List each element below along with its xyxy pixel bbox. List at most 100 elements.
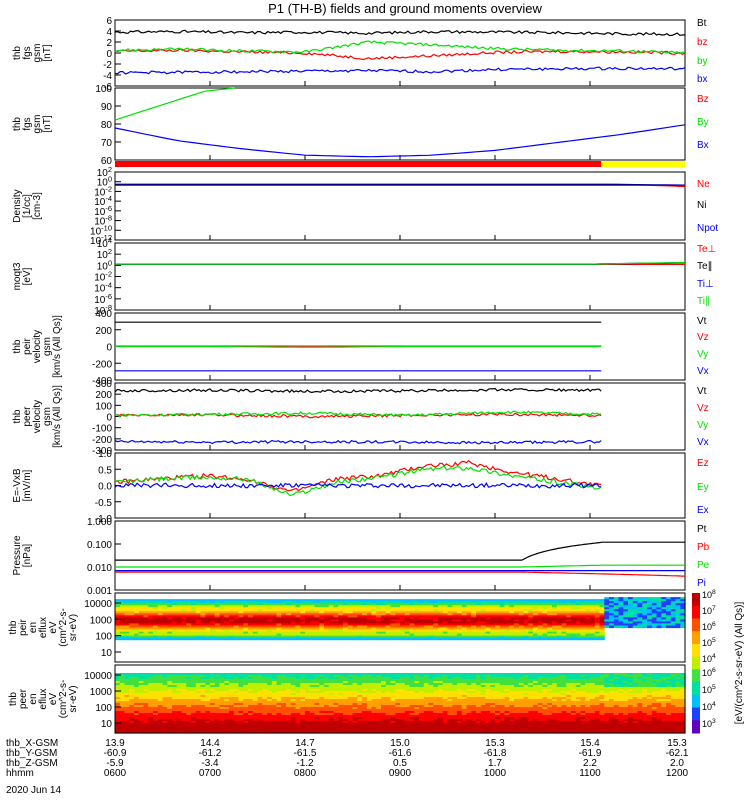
spectrogram-cell: [214, 675, 221, 678]
spectrogram-cell: [390, 677, 396, 680]
spectrogram-cell: [143, 705, 149, 708]
spectrogram-cell: [286, 715, 292, 718]
spectrogram-cell: [618, 611, 624, 614]
spectrogram-cell: [328, 731, 335, 734]
spectrogram-cell: [495, 631, 501, 635]
spectrogram-cell: [172, 691, 178, 694]
spectrogram-cell: [162, 715, 168, 718]
spectrogram-cell: [305, 685, 311, 688]
spectrogram-cell: [281, 607, 287, 610]
spectrogram-cell: [238, 709, 244, 712]
spectrogram-cell: [286, 701, 292, 704]
spectrogram-cell: [276, 693, 282, 696]
spectrogram-cell: [162, 727, 168, 730]
spectrogram-cell: [338, 727, 344, 730]
spectrogram-cell: [675, 611, 681, 614]
spectrogram-cell: [219, 681, 225, 684]
spectrogram-cell: [295, 717, 301, 720]
spectrogram-cell: [271, 689, 278, 692]
spectrogram-cell: [452, 613, 458, 616]
spectrogram-cell: [300, 635, 306, 639]
spectrogram-cell: [153, 691, 159, 694]
spectrogram-cell: [124, 699, 130, 702]
spectrogram-cell: [357, 727, 363, 730]
spectrogram-cell: [181, 715, 187, 718]
spectrogram-cell: [338, 681, 344, 684]
spectrogram-cell: [276, 615, 282, 618]
spectrogram-cell: [542, 623, 548, 626]
spectrogram-cell: [362, 681, 368, 684]
spectrogram-cell: [371, 609, 377, 612]
spectrogram-cell: [609, 615, 615, 618]
spectrogram-cell: [414, 599, 420, 602]
spectrogram-cell: [371, 709, 377, 712]
spectrogram-cell: [628, 599, 634, 602]
spectrogram-cell: [172, 637, 178, 641]
spectrogram-cell: [442, 677, 449, 680]
spectrogram-cell: [153, 707, 159, 710]
spectrogram-cell: [243, 689, 249, 692]
spectrogram-cell: [267, 613, 273, 616]
spectrogram-cell: [390, 697, 396, 700]
spectrogram-cell: [490, 625, 496, 629]
spectrogram-cell: [604, 603, 610, 606]
spectrogram-cell: [219, 611, 225, 614]
spectrogram-cell: [271, 691, 278, 694]
spectrogram-cell: [433, 697, 439, 700]
spectrogram-cell: [281, 601, 287, 604]
spectrogram-cell: [442, 691, 449, 694]
spectrogram-cell: [609, 597, 615, 600]
spectrogram-cell: [290, 609, 297, 612]
spectrogram-cell: [286, 629, 292, 633]
spectrogram-cell: [176, 695, 183, 698]
spectrogram-cell: [485, 613, 491, 616]
spectrogram-cell: [134, 717, 140, 720]
spectrogram-cell: [271, 623, 278, 626]
spectrogram-cell: [224, 673, 230, 676]
spectrogram-cell: [115, 717, 121, 720]
spectrogram-cell: [115, 713, 121, 716]
spectrogram-cell: [309, 679, 316, 682]
spectrogram-cell: [314, 731, 320, 734]
spectrogram-cell: [533, 609, 539, 612]
spectrogram-cell: [233, 677, 240, 680]
spectrogram-cell: [214, 703, 221, 706]
spectrogram-cell: [390, 691, 396, 694]
spectrogram-cell: [509, 603, 515, 606]
spectrogram-cell: [419, 599, 425, 602]
spectrogram-cell: [599, 635, 605, 639]
spectrogram-cell: [129, 731, 135, 734]
spectrogram-cell: [134, 725, 140, 728]
spectrogram-cell: [176, 615, 183, 618]
spectrogram-cell: [381, 609, 387, 612]
spectrogram-cell: [252, 605, 259, 608]
spectrogram-cell: [210, 715, 216, 718]
spectrogram-cell: [376, 673, 382, 676]
spectrogram-cell: [523, 631, 529, 635]
spectrogram-cell: [200, 729, 206, 732]
spectrogram-cell: [404, 675, 411, 678]
spectrogram-cell: [461, 623, 468, 626]
spectrogram-cell: [542, 619, 548, 622]
spectrogram-cell: [594, 619, 601, 622]
spectrogram-cell: [233, 613, 240, 616]
spectrogram-cell: [433, 725, 439, 728]
spectrogram-cell: [438, 687, 444, 690]
spectrogram-cell: [200, 713, 206, 716]
spectrogram-cell: [362, 607, 368, 610]
spectrogram-cell: [623, 607, 629, 610]
spectrogram-cell: [281, 725, 287, 728]
spectrogram-cell: [504, 601, 510, 604]
y-tick-label: 0.5: [98, 465, 112, 476]
spectrogram-cell: [219, 607, 225, 610]
spectrogram-cell: [414, 691, 420, 694]
spectrogram-cell: [191, 607, 197, 610]
spectrogram-cell: [276, 613, 282, 616]
spectrogram-cell: [305, 699, 311, 702]
spectrogram-cell: [385, 713, 392, 716]
spectrogram-cell: [238, 603, 244, 606]
spectrogram-cell: [210, 729, 216, 732]
spectrogram-cell: [186, 707, 192, 710]
spectrogram-cell: [442, 631, 449, 635]
spectrogram-cell: [518, 605, 525, 608]
